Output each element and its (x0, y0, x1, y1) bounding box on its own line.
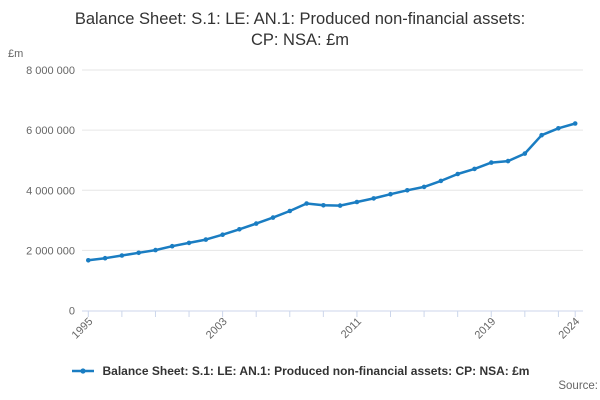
x-axis-tick-label: 2003 (204, 316, 230, 342)
chart-title-line-2: CP: NSA: £m (250, 31, 350, 49)
data-point[interactable] (455, 171, 461, 177)
data-point[interactable] (86, 258, 91, 263)
data-point[interactable] (337, 203, 343, 208)
data-point[interactable] (119, 253, 125, 258)
data-point[interactable] (405, 188, 410, 193)
data-point[interactable] (287, 208, 293, 214)
data-point[interactable] (169, 243, 175, 249)
data-point[interactable] (203, 237, 209, 242)
data-point[interactable] (489, 160, 494, 165)
y-axis-tick-label: 6 000 000 (26, 125, 75, 137)
data-point[interactable] (472, 166, 477, 172)
data-point[interactable] (253, 221, 259, 226)
x-axis-tick-label: 1995 (70, 316, 96, 342)
data-point[interactable] (220, 232, 225, 237)
data-point[interactable] (572, 121, 578, 126)
data-point[interactable] (136, 250, 141, 256)
data-point[interactable] (186, 240, 192, 246)
chart-title: Balance Sheet: S.1: LE: AN.1: Produced n… (0, 9, 600, 51)
chart-title-line-1: Balance Sheet: S.1: LE: AN.1: Produced n… (74, 10, 526, 28)
data-point[interactable] (522, 151, 528, 156)
data-point[interactable] (505, 158, 511, 164)
data-point[interactable] (371, 196, 377, 201)
y-axis-tick-label: 4 000 000 (26, 185, 75, 197)
data-point[interactable] (388, 191, 393, 197)
legend-series-label: Balance Sheet: S.1: LE: AN.1: Produced n… (102, 364, 530, 378)
y-axis-tick-label: 8 000 000 (26, 65, 75, 77)
source-label: Source: (558, 380, 598, 392)
x-axis-tick-label: 2019 (473, 316, 499, 342)
data-point[interactable] (421, 184, 427, 190)
series-line (87, 122, 577, 262)
x-axis-tick-label: 2024 (557, 316, 583, 342)
legend[interactable]: Balance Sheet: S.1: LE: AN.1: Produced n… (0, 362, 600, 380)
data-point[interactable] (237, 227, 242, 232)
data-point[interactable] (304, 201, 309, 206)
y-axis-tick-label: 2 000 000 (26, 245, 75, 257)
x-axis-tick-label: 2011 (339, 316, 364, 341)
data-point[interactable] (438, 178, 444, 184)
data-point[interactable] (354, 199, 360, 205)
legend-marker-dot (79, 368, 86, 374)
data-point[interactable] (321, 203, 326, 208)
y-axis-unit-label: £m (8, 48, 23, 60)
data-point[interactable] (102, 255, 108, 261)
data-point[interactable] (556, 126, 561, 131)
data-point[interactable] (539, 132, 544, 138)
data-point[interactable] (153, 247, 158, 253)
y-axis-tick-label: 0 (69, 306, 75, 318)
legend-line-marker-icon (71, 368, 94, 374)
data-point[interactable] (270, 215, 276, 220)
